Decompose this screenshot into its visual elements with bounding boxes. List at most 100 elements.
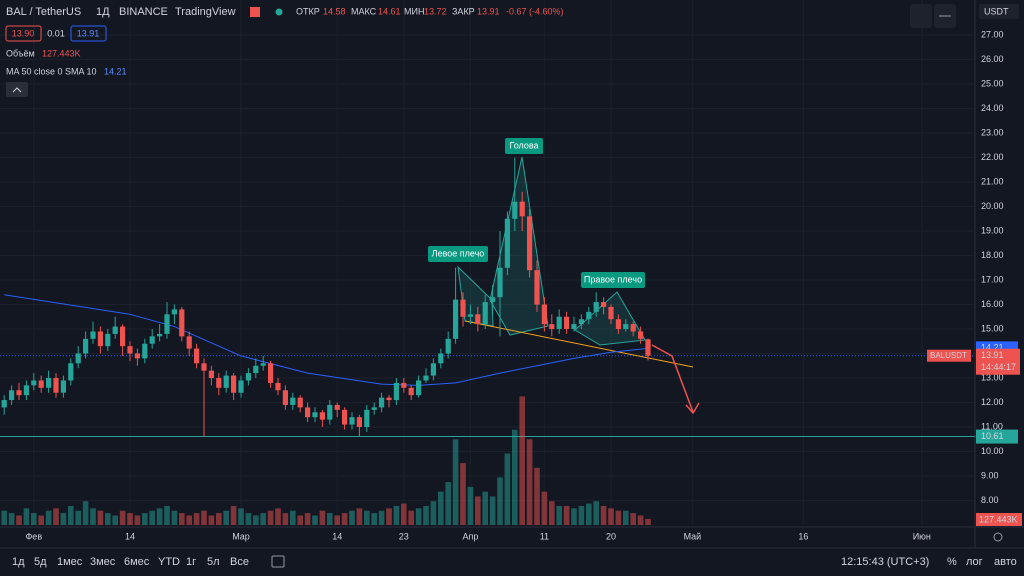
candle-body [297, 397, 303, 408]
ma-value: 14.21 [104, 66, 127, 76]
price-tick-label: 20.00 [981, 201, 1004, 211]
time-label: Мар [232, 531, 250, 541]
scale-option[interactable]: % [947, 556, 957, 568]
candle-body [615, 319, 621, 330]
range-button[interactable]: 6мес [124, 556, 150, 568]
candle-body [423, 375, 429, 381]
volume-tag-label: 127.443K [979, 514, 1018, 524]
volume-bar [445, 482, 451, 525]
candle-body [371, 407, 377, 410]
volume-bar [430, 501, 437, 525]
ask: 13.91 [77, 28, 100, 38]
candle-body [416, 380, 422, 396]
last-price: 13.91 [981, 350, 1004, 360]
volume-bar [75, 510, 81, 525]
scale-option[interactable]: авто [994, 556, 1017, 568]
candle-body [112, 326, 118, 334]
volume-bar [341, 513, 348, 525]
candle-body [319, 412, 325, 420]
candle-body [201, 363, 207, 371]
range-button[interactable]: 5л [207, 556, 220, 568]
range-button[interactable]: 1мес [57, 556, 83, 568]
candle-body [179, 309, 185, 337]
price-tick-label: 16.00 [981, 299, 1004, 309]
scale-option[interactable]: лог [966, 556, 983, 568]
volume-bar [16, 515, 22, 525]
candle-body [571, 324, 577, 330]
volume-bar [230, 505, 237, 525]
spread: 0.01 [47, 28, 65, 38]
candle-body [23, 385, 29, 396]
volume-bar [82, 501, 89, 525]
range-button[interactable]: YTD [158, 556, 180, 568]
volume-bar [482, 491, 488, 525]
price-tick-label: 21.00 [981, 176, 1004, 186]
candle-body [438, 353, 444, 364]
tool-button[interactable] [910, 4, 932, 28]
candle-body [90, 331, 96, 339]
price-tick-label: 11.00 [981, 421, 1003, 431]
candle-body [630, 324, 636, 332]
candle-body [586, 311, 592, 320]
ask-box[interactable] [70, 25, 107, 42]
range-button[interactable]: Все [230, 556, 249, 568]
candle-body [408, 387, 414, 396]
time-label: 20 [606, 531, 616, 541]
volume-bar [105, 513, 111, 525]
flag-icon[interactable] [250, 7, 260, 17]
volume-bar [623, 510, 629, 525]
volume-bar [142, 513, 148, 525]
ohlc-value: 14.61 [378, 6, 401, 16]
volume-bar [253, 515, 259, 525]
bid: 13.90 [12, 28, 35, 38]
price-tick-label: 9.00 [981, 470, 999, 480]
price-scale [975, 0, 1024, 548]
volume-bar [60, 513, 67, 525]
volume-bar [45, 510, 52, 525]
price-tick-label: 8.00 [981, 495, 999, 505]
volume-bar [238, 508, 244, 525]
candle-body [164, 314, 170, 334]
volume-bar [38, 515, 44, 525]
candle-body [364, 409, 370, 428]
candle-body [134, 353, 140, 359]
candle-body [430, 363, 436, 376]
range-button[interactable]: 1г [186, 556, 196, 568]
price-tick-label: 19.00 [981, 225, 1004, 235]
price-tick-label: 25.00 [981, 78, 1004, 88]
candle-body [268, 363, 274, 383]
volume-bar [193, 513, 200, 525]
range-button[interactable]: 5д [34, 556, 47, 568]
volume-bar [512, 429, 518, 525]
volume-bar [119, 510, 126, 525]
time-label: Июн [913, 531, 931, 541]
candle-body [334, 404, 340, 410]
candle-body [349, 417, 355, 425]
volume-bar [549, 501, 555, 525]
candle-body [127, 346, 133, 354]
ohlc-value: 13.72 [424, 6, 447, 16]
status-dot [275, 8, 283, 16]
price-tick-label: 24.00 [981, 103, 1004, 113]
range-button[interactable]: 3мес [90, 556, 116, 568]
currency-button[interactable] [979, 4, 1019, 19]
clock: 12:15:43 (UTC+3) [841, 556, 929, 568]
volume-bar [31, 513, 37, 525]
time-axis: Фев 14 Мар 14 23 Апр 11 20 Май 16 Июн [25, 531, 930, 541]
volume-bar [586, 503, 592, 525]
volume-bar [571, 508, 577, 525]
volume-bar [364, 510, 370, 525]
bid-box[interactable] [5, 25, 42, 42]
candle-body [593, 302, 599, 312]
volume-label: Объём [6, 48, 35, 58]
level-tag-label: 10.61 [981, 431, 1004, 441]
calendar-icon[interactable] [271, 555, 285, 568]
volume-bar [608, 508, 614, 525]
candle-body [623, 324, 629, 330]
range-button[interactable]: 1д [12, 556, 25, 568]
chevron [12, 87, 22, 93]
symbol-tag-label: BALUSDT [930, 351, 967, 360]
collapse-button[interactable] [6, 82, 28, 97]
settings-icon[interactable] [993, 532, 1003, 542]
